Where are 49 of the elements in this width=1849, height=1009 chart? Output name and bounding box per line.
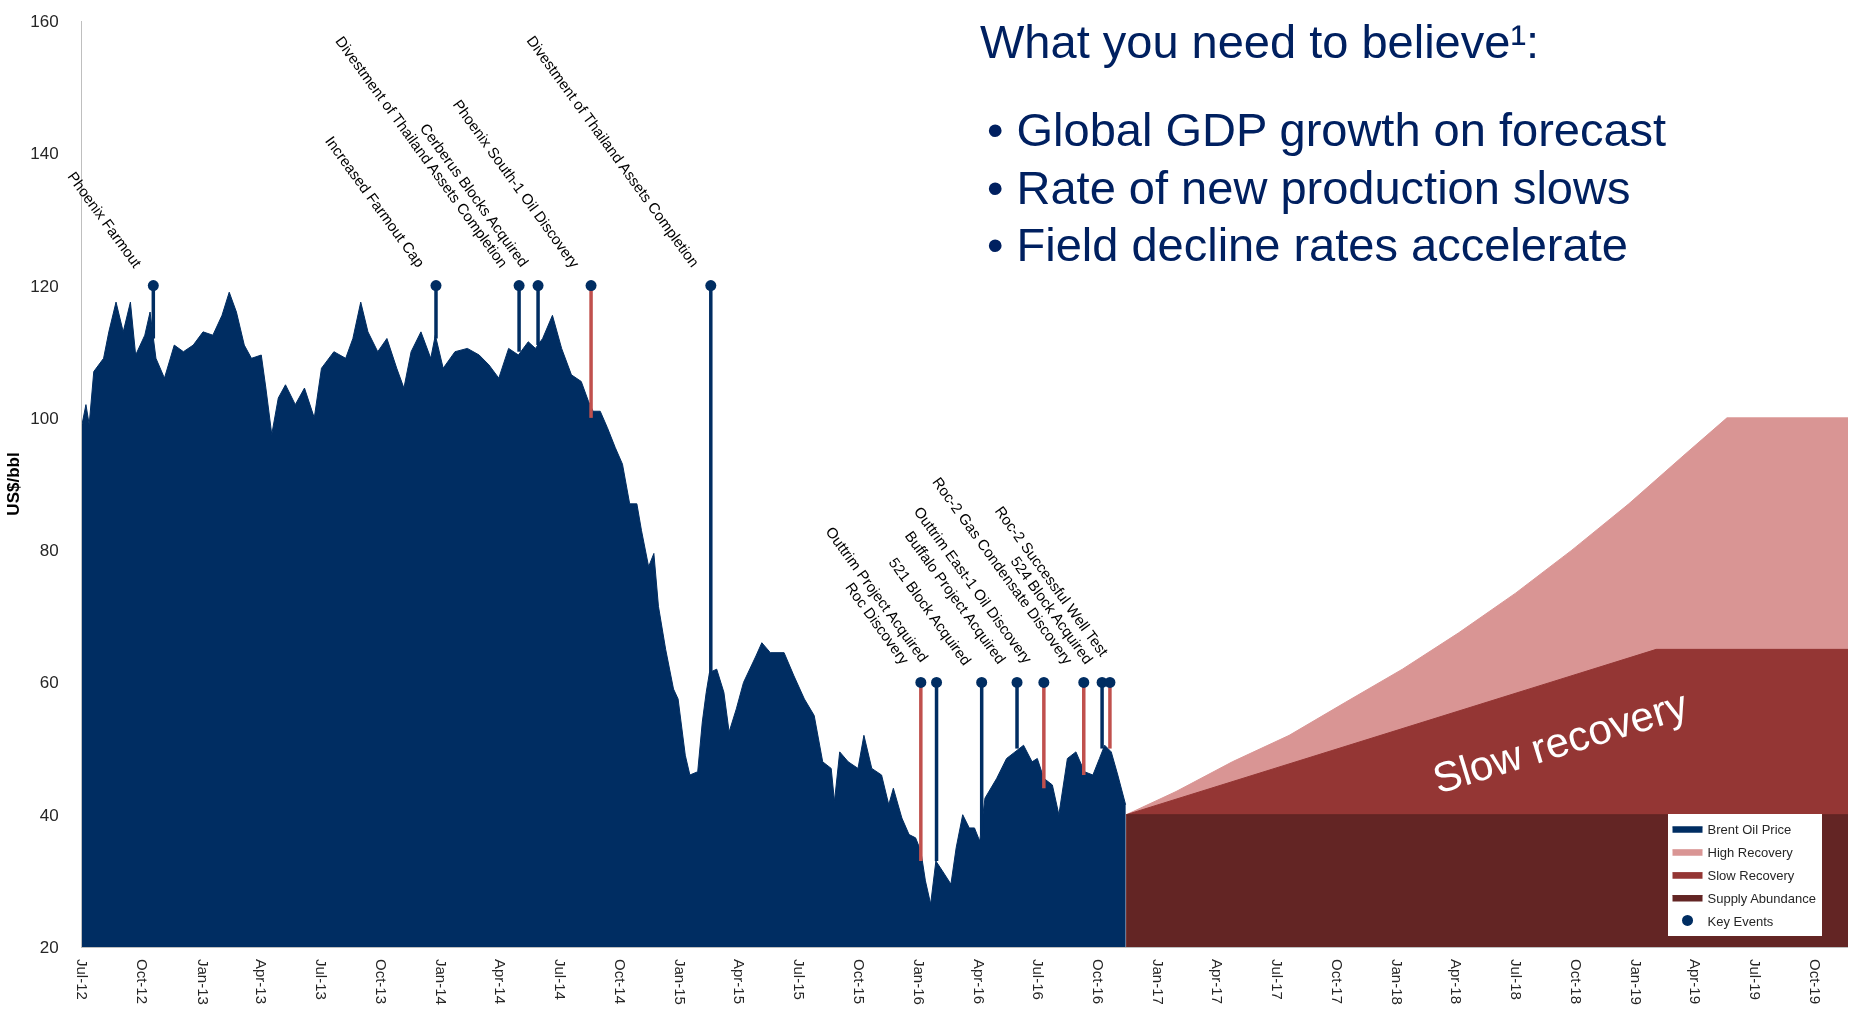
annotation: • Field decline rates accelerate xyxy=(987,218,1628,271)
x-tick-label: Apr-16 xyxy=(970,959,988,1005)
legend-label: Key Events xyxy=(1707,913,1774,929)
x-tick-label: Oct-19 xyxy=(1806,959,1824,1005)
x-tick-label: Jul-16 xyxy=(1030,959,1048,1000)
x-tick-label: Apr-15 xyxy=(731,959,749,1005)
legend-label: Brent Oil Price xyxy=(1707,821,1792,837)
annotation: • Global GDP growth on forecast xyxy=(987,103,1667,156)
x-tick-label: Apr-13 xyxy=(253,959,271,1005)
y-tick-label: 140 xyxy=(30,144,59,164)
x-tick-label: Oct-13 xyxy=(373,959,391,1005)
x-tick-label: Jul-17 xyxy=(1268,959,1286,1000)
x-tick-label: Jan-13 xyxy=(194,959,212,1005)
x-tick-label: Apr-17 xyxy=(1209,959,1227,1005)
legend-label: Slow Recovery xyxy=(1707,867,1795,883)
y-axis-title: US$/bbl xyxy=(3,452,23,516)
y-tick-label: 20 xyxy=(39,937,59,957)
legend-label: Supply Abundance xyxy=(1707,890,1816,906)
y-tick-label: 160 xyxy=(30,11,59,31)
x-tick-label: Oct-12 xyxy=(134,959,152,1005)
x-tick-label: Jan-19 xyxy=(1628,959,1646,1005)
x-tick-label: Apr-19 xyxy=(1687,959,1705,1005)
x-tick-label: Jan-18 xyxy=(1389,959,1407,1005)
x-tick-label: Jan-15 xyxy=(672,959,690,1005)
x-tick-label: Jul-14 xyxy=(551,959,569,1000)
legend-label: High Recovery xyxy=(1707,844,1794,860)
y-tick-label: 80 xyxy=(39,541,59,561)
y-tick-label: 40 xyxy=(39,805,59,825)
annotation: • Rate of new production slows xyxy=(987,161,1631,214)
x-tick-label: Jul-13 xyxy=(312,959,330,1000)
x-tick-label: Jan-14 xyxy=(433,959,451,1005)
x-tick-label: Oct-15 xyxy=(850,959,868,1005)
y-tick-label: 100 xyxy=(30,408,59,428)
x-tick-label: Jul-12 xyxy=(74,959,92,1000)
x-tick-label: Oct-14 xyxy=(611,959,629,1005)
x-tick-label: Jan-17 xyxy=(1150,959,1168,1005)
annotation: What you need to believe¹: xyxy=(980,15,1540,68)
x-tick-label: Apr-18 xyxy=(1448,959,1466,1005)
annotation: Slow recovery xyxy=(1427,680,1694,803)
x-tick-label: Oct-18 xyxy=(1567,959,1585,1005)
x-tick-label: Oct-16 xyxy=(1090,959,1108,1005)
y-tick-label: 60 xyxy=(39,673,59,693)
x-tick-label: Jan-16 xyxy=(910,959,928,1005)
x-tick-label: Jul-18 xyxy=(1507,959,1525,1000)
x-tick-label: Jul-15 xyxy=(790,959,808,1000)
x-tick-label: Oct-17 xyxy=(1329,959,1347,1005)
x-tick-label: Jul-19 xyxy=(1746,959,1764,1000)
x-tick-label: Apr-14 xyxy=(492,959,510,1005)
y-tick-label: 120 xyxy=(30,276,59,296)
